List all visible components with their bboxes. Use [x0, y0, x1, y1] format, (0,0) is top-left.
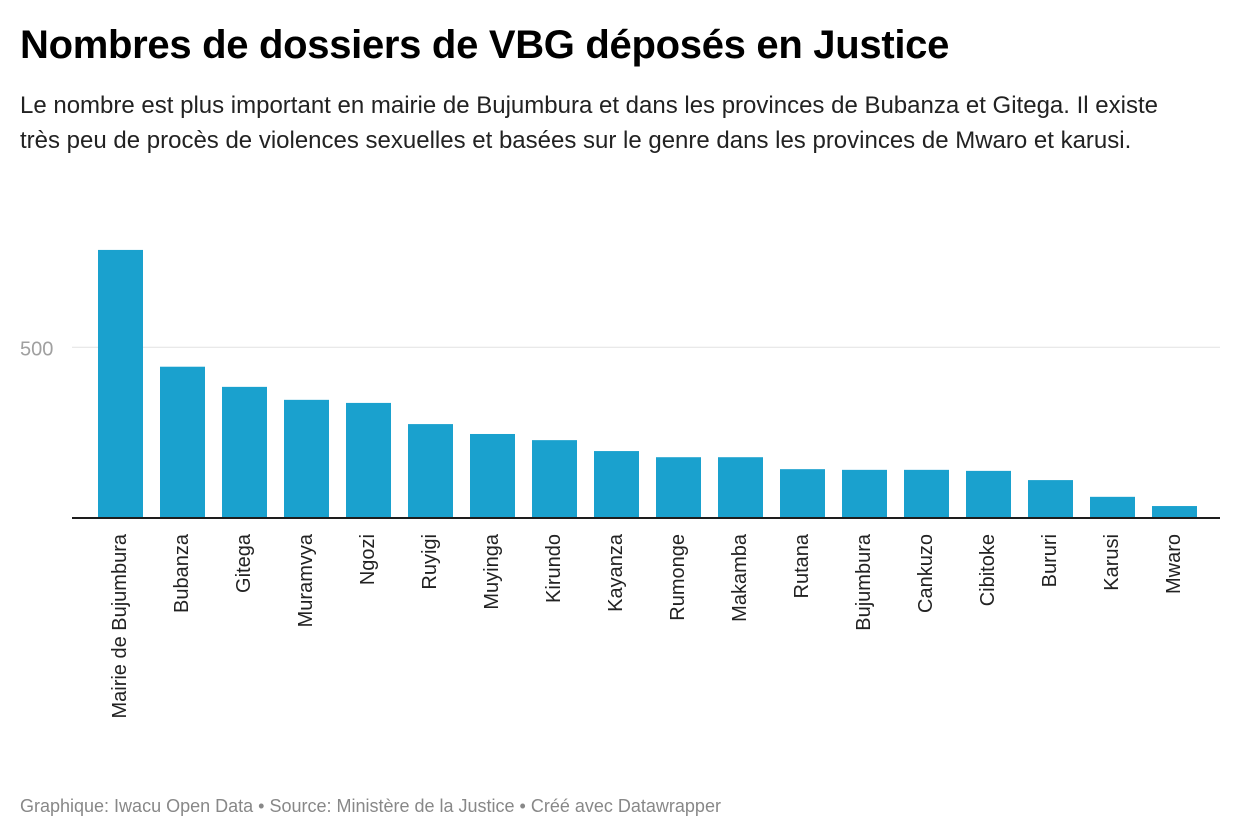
- y-tick-label: 500: [20, 338, 53, 360]
- bar-kayanza: [594, 451, 639, 518]
- bar-bubanza: [160, 366, 205, 518]
- x-tick-label: Cibitoke: [977, 534, 999, 606]
- bar-muramvya: [284, 399, 329, 518]
- bar-rutana: [780, 469, 825, 518]
- bar-makamba: [718, 457, 763, 518]
- bar-bururi: [1028, 480, 1073, 518]
- bar-cankuzo: [904, 469, 949, 518]
- x-tick-label: Kayanza: [605, 533, 627, 612]
- category-labels: Mairie de Bujumbura Bubanza Gitega Muramvya…: [109, 533, 1185, 718]
- bar-ngozi: [346, 402, 391, 518]
- x-tick-label: Muramvya: [295, 533, 317, 627]
- x-tick-label: Bubanza: [171, 533, 193, 613]
- x-tick-label: Karusi: [1101, 534, 1123, 591]
- x-tick-label: Muyinga: [481, 533, 503, 609]
- chart-subtitle: Le nombre est plus important en mairie d…: [20, 92, 1158, 154]
- footer-credits: Graphique: Iwacu Open Data • Source: Min…: [20, 796, 721, 816]
- x-tick-label: Cankuzo: [915, 534, 937, 613]
- bar-cibitoke: [966, 470, 1011, 518]
- x-tick-label: Rutana: [791, 533, 813, 598]
- bar-muyinga: [470, 433, 515, 518]
- bar-mairie-de-bujumbura: [98, 249, 143, 519]
- x-tick-label: Gitega: [233, 533, 255, 593]
- bar-ruyigi: [408, 424, 453, 518]
- bar-mwaro: [1152, 506, 1197, 518]
- x-tick-label: Rumonge: [667, 534, 689, 621]
- bar-kirundo: [532, 440, 577, 518]
- chart-title: Nombres de dossiers de VBG déposés en Ju…: [20, 23, 950, 67]
- grid-layer: 500: [20, 338, 1220, 360]
- x-tick-label: Makamba: [729, 533, 751, 622]
- x-tick-label: Mairie de Bujumbura: [109, 533, 131, 718]
- bar-bujumbura: [842, 469, 887, 518]
- bar-karusi: [1090, 496, 1135, 518]
- x-tick-label: Mwaro: [1163, 534, 1185, 594]
- x-tick-label: Ruyigi: [419, 534, 441, 590]
- x-tick-label: Bururi: [1039, 534, 1061, 587]
- bar-rumonge: [656, 457, 701, 518]
- x-tick-label: Kirundo: [543, 534, 565, 603]
- bar-gitega: [222, 386, 267, 518]
- x-tick-label: Bujumbura: [853, 533, 875, 631]
- bars-layer: [98, 249, 1197, 519]
- x-tick-label: Ngozi: [357, 534, 379, 585]
